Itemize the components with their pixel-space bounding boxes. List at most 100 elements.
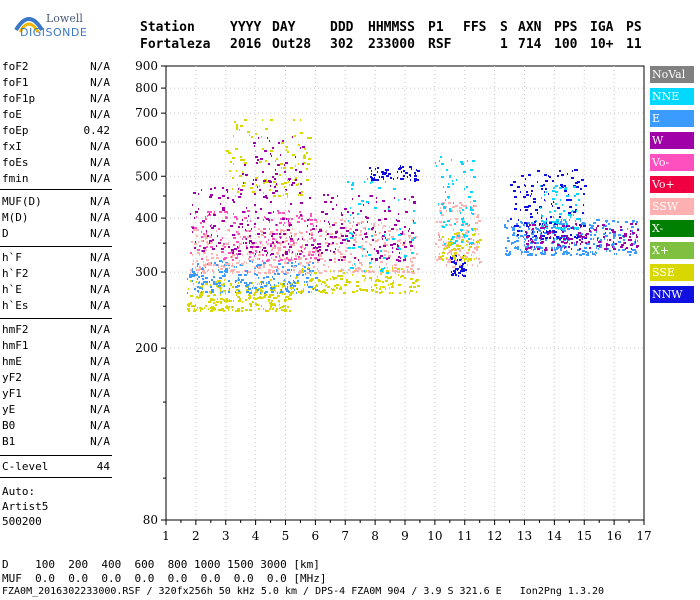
echo-point (544, 251, 546, 253)
echo-point (565, 235, 568, 237)
echo-point (386, 263, 387, 265)
param-fof2: foF2 N/A (2, 60, 110, 76)
echo-point (193, 273, 196, 275)
echo-point (326, 230, 327, 232)
param-value: N/A (90, 76, 110, 89)
echo-point (285, 296, 287, 298)
echo-point (535, 209, 538, 211)
echo-point (542, 227, 545, 229)
echo-point (457, 210, 458, 212)
echo-point (272, 242, 274, 244)
param-value: N/A (90, 267, 110, 280)
echo-point (340, 233, 342, 235)
echo-point (191, 305, 194, 307)
echo-point (268, 269, 271, 271)
echo-point (283, 283, 285, 285)
echo-point (193, 275, 195, 277)
echo-point (190, 274, 193, 276)
echo-point (250, 220, 251, 222)
echo-point (414, 172, 415, 174)
echo-point (334, 236, 337, 238)
echo-point (524, 244, 525, 246)
echo-point (369, 271, 372, 273)
echo-point (284, 258, 286, 260)
echo-point (249, 303, 252, 305)
echo-point (316, 221, 318, 223)
echo-point (252, 301, 254, 303)
echo-point (385, 237, 386, 239)
echo-point (236, 124, 238, 126)
legend-item-nne: NNE (650, 88, 694, 105)
echo-point (613, 241, 614, 243)
echo-point (253, 246, 256, 248)
echo-point (470, 201, 471, 203)
echo-point (401, 252, 402, 254)
echo-point (272, 238, 275, 240)
echo-point (440, 212, 442, 214)
echo-point (214, 281, 217, 283)
echo-point (469, 246, 472, 248)
echo-point (288, 249, 290, 251)
echo-point (388, 255, 391, 257)
echo-point (593, 243, 595, 245)
echo-point (301, 290, 302, 292)
echo-point (334, 253, 336, 255)
echo-point (381, 176, 384, 178)
echo-point (277, 242, 280, 244)
echo-point (411, 252, 414, 254)
echo-point (525, 185, 526, 187)
echo-point (452, 206, 455, 208)
echo-point (544, 194, 545, 196)
echo-point (378, 224, 379, 226)
echo-point (309, 280, 312, 282)
echo-point (257, 297, 260, 299)
echo-point (533, 228, 534, 230)
echo-point (235, 148, 238, 150)
echo-point (286, 290, 289, 292)
header-value-3: 302 (330, 37, 354, 52)
echo-point (577, 249, 580, 251)
echo-point (446, 257, 447, 259)
echo-point (576, 241, 578, 243)
header-value-1: 2016 (230, 37, 262, 52)
echo-point (515, 203, 517, 205)
echo-point (543, 184, 545, 186)
echo-point (324, 282, 326, 284)
echo-point (211, 289, 214, 291)
echo-point (449, 208, 451, 210)
echo-point (536, 246, 539, 248)
echo-point (230, 225, 233, 227)
echo-point (227, 191, 228, 193)
echo-point (461, 260, 462, 262)
echo-point (392, 292, 393, 294)
echo-point (603, 233, 605, 235)
echo-point (383, 257, 386, 259)
echo-point (318, 253, 321, 255)
echo-point (243, 242, 244, 244)
echo-point (579, 254, 580, 256)
echo-point (233, 163, 234, 165)
echo-point (377, 167, 379, 169)
echo-point (453, 238, 454, 240)
echo-point (278, 285, 279, 287)
echo-point (259, 185, 260, 187)
echo-point (408, 235, 411, 237)
echo-point (289, 246, 292, 248)
echo-point (204, 235, 207, 237)
echo-point (200, 310, 201, 312)
echo-point (401, 275, 404, 277)
echo-point (398, 256, 400, 258)
echo-point (342, 239, 345, 241)
echo-point (286, 193, 288, 195)
echo-point (335, 231, 338, 233)
echo-point (440, 156, 442, 158)
echo-point (448, 183, 449, 185)
echo-point (288, 243, 289, 245)
echo-point (324, 270, 327, 272)
echo-point (556, 219, 559, 221)
echo-point (210, 242, 212, 244)
echo-point (343, 292, 346, 294)
echo-point (361, 222, 362, 224)
echo-point (281, 306, 284, 308)
echo-point (407, 271, 410, 273)
